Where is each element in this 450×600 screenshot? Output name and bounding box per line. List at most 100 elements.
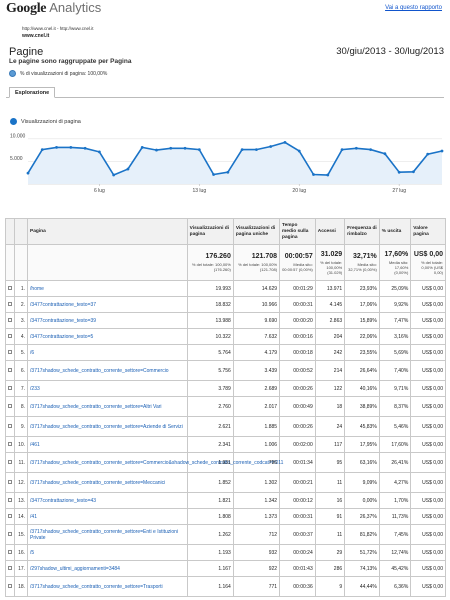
page-link[interactable]: /6 [27,344,188,361]
metric-cell: 13.988 [186,312,234,329]
page-link[interactable]: /3477contrattazione_testo=37 [27,296,188,313]
row-checkbox[interactable] [4,436,16,453]
metric-cell: 2.863 [314,312,346,329]
date-range[interactable]: 30/giu/2013 - 30/lug/2013 [336,46,444,57]
checkbox-icon[interactable] [8,317,13,322]
row-checkbox[interactable] [4,452,16,473]
page-link[interactable]: /home [27,280,188,297]
metric-cell: 18.832 [186,296,234,313]
checkbox-icon[interactable] [8,479,13,484]
index-header [14,218,29,245]
col-header-bounce-rate[interactable]: Frequenza di rimbalzo [344,218,380,245]
go-to-report-link[interactable]: Vai a questo rapporto [385,5,442,11]
row-checkbox[interactable] [4,508,16,525]
row-index: 16. [14,544,29,561]
checkbox-icon[interactable] [8,367,13,372]
metric-cell: 26,64% [344,360,380,381]
checkbox-icon[interactable] [8,531,13,536]
checkbox-icon[interactable] [8,301,13,306]
checkbox-icon[interactable] [8,497,13,502]
segment-label: % di visualizzazioni di pagina: 100,00% [20,70,108,77]
row-checkbox[interactable] [4,544,16,561]
table-row: 6./3717shadow_schede_contratto_corrente_… [4,360,446,381]
page-link[interactable]: /3717shadow_schede_contratto_corrente_se… [27,416,188,437]
row-checkbox[interactable] [4,280,16,297]
row-index: 2. [14,296,29,313]
checkbox-icon[interactable] [8,513,13,518]
col-header-entrances[interactable]: Accessi [314,218,346,245]
row-checkbox[interactable] [4,312,16,329]
checkbox-icon[interactable] [8,349,13,354]
metric-cell: US$ 0,00 [410,360,446,381]
row-checkbox[interactable] [4,416,16,437]
col-header-exit[interactable]: % uscita [378,218,412,245]
row-checkbox[interactable] [4,492,16,509]
chart-legend: Visualizzazioni di pagina [10,118,81,125]
metric-cell: 15,89% [344,312,380,329]
checkbox-icon[interactable] [8,423,13,428]
checkbox-icon[interactable] [8,549,13,554]
metric-cell: 19.993 [186,280,234,297]
row-checkbox[interactable] [4,472,16,493]
checkbox-icon[interactable] [8,441,13,446]
col-header-page-value[interactable]: Valore pagina [410,218,446,245]
checkbox-icon[interactable] [8,583,13,588]
col-header-pagina[interactable]: Pagina [27,218,188,245]
data-point [326,173,330,177]
property-urls: http://www.cnel.it - http://www.cnel.it [22,26,94,31]
report-tabs: Esplorazione [6,84,444,98]
logo-google-text: Google [6,1,47,16]
metric-cell: 25,09% [378,280,412,297]
page-link[interactable]: /297shadow_ultimi_aggiornamenti=3484 [27,560,188,577]
page-link[interactable]: /461 [27,436,188,453]
page-link[interactable]: /41 [27,508,188,525]
page-link[interactable]: /3717shadow_schede_contratto_corrente_se… [27,452,283,473]
page-link[interactable]: /3717shadow_schede_contratto_corrente_se… [27,396,188,417]
col-header-avg-time[interactable]: Tempo medio sulla pagina [279,218,316,245]
metric-cell: 00:00:36 [279,576,316,597]
row-checkbox[interactable] [4,524,16,545]
row-checkbox[interactable] [4,344,16,361]
metric-cell: US$ 0,00 [410,508,446,525]
checkbox-icon[interactable] [8,403,13,408]
page-link[interactable]: /3717shadow_schede_contratto_corrente_se… [27,576,188,597]
col-header-unique-pageviews[interactable]: Visualizzazioni di pagina uniche [232,218,281,245]
checkbox-icon[interactable] [8,565,13,570]
table-row: 5./6 5.764 4.179 00:00:18 242 23,55% 5,69% US$ … [4,344,446,361]
page-link[interactable]: /233 [27,380,188,397]
page-link[interactable]: /3477contrattazione_testo=5 [27,328,188,345]
row-checkbox[interactable] [4,560,16,577]
row-checkbox[interactable] [4,360,16,381]
row-checkbox[interactable] [4,576,16,597]
checkbox-icon[interactable] [8,385,13,390]
metric-cell: 91 [314,508,346,525]
row-checkbox[interactable] [4,328,16,345]
page-link[interactable]: /5 [27,544,188,561]
table-row: 11./3717shadow_schede_contratto_corrente… [4,452,446,473]
page-link[interactable]: /3717shadow_schede_contratto_corrente_se… [27,472,188,493]
row-checkbox[interactable] [4,296,16,313]
page-link[interactable]: /3477contrattazione_testo=43 [27,492,188,509]
logo-analytics-text: Analytics [49,0,102,15]
row-checkbox[interactable] [4,396,16,417]
metric-cell: 4,27% [378,472,412,493]
page-link[interactable]: /3717shadow_schede_contratto_corrente_se… [27,524,188,545]
data-point [126,167,130,171]
data-point [40,148,44,152]
tab-esplorazione[interactable]: Esplorazione [9,87,56,98]
checkbox-icon[interactable] [8,459,13,464]
page-title: Pagine [9,46,44,58]
metric-cell: US$ 0,00 [410,560,446,577]
metric-cell: US$ 0,00 [410,452,446,473]
metric-cell: 13.971 [314,280,346,297]
col-header-pageviews[interactable]: Visualizzazioni di pagina [186,218,234,245]
checkbox-icon[interactable] [8,285,13,290]
row-checkbox[interactable] [4,380,16,397]
page-link[interactable]: /3477contrattazione_testo=39 [27,312,188,329]
page-link[interactable]: /3717shadow_schede_contratto_corrente_se… [27,360,188,381]
metric-cell: 00:00:21 [279,472,316,493]
checkbox-icon[interactable] [8,333,13,338]
metric-cell: 1.193 [186,544,234,561]
metric-cell: 1.167 [186,560,234,577]
metric-cell: 74,13% [344,560,380,577]
